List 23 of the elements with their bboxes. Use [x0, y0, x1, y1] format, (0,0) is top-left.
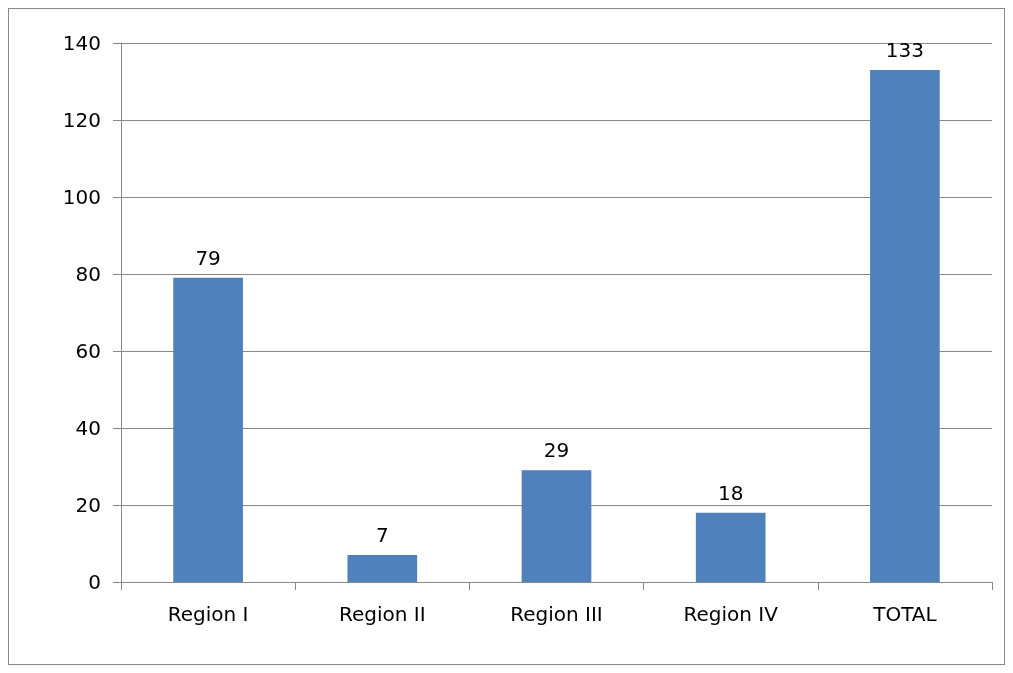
- x-tick-label: Region III: [510, 602, 603, 626]
- bar: [521, 470, 592, 582]
- bar: [870, 69, 940, 582]
- y-tick-label: 40: [75, 416, 101, 440]
- y-tick-label: 120: [62, 108, 101, 132]
- y-tick-label: 80: [75, 262, 101, 286]
- y-tick-label: 20: [75, 493, 101, 517]
- x-tick-label: Region I: [167, 602, 249, 626]
- data-label: 7: [375, 523, 389, 548]
- data-label: 79: [195, 245, 221, 270]
- x-tick-label: TOTAL: [872, 602, 938, 626]
- bar: [347, 555, 418, 582]
- bar: [695, 512, 766, 582]
- data-label: 29: [543, 438, 570, 463]
- x-tick-label: Region IV: [683, 602, 779, 626]
- y-tick-label: 100: [62, 185, 101, 209]
- y-tick-label: 0: [88, 570, 101, 594]
- data-label: 133: [885, 37, 924, 62]
- data-label: 18: [717, 480, 744, 505]
- y-tick-label: 60: [75, 339, 101, 363]
- y-tick-label: 140: [62, 31, 101, 55]
- bar: [173, 277, 243, 582]
- x-tick-label: Region II: [338, 602, 426, 626]
